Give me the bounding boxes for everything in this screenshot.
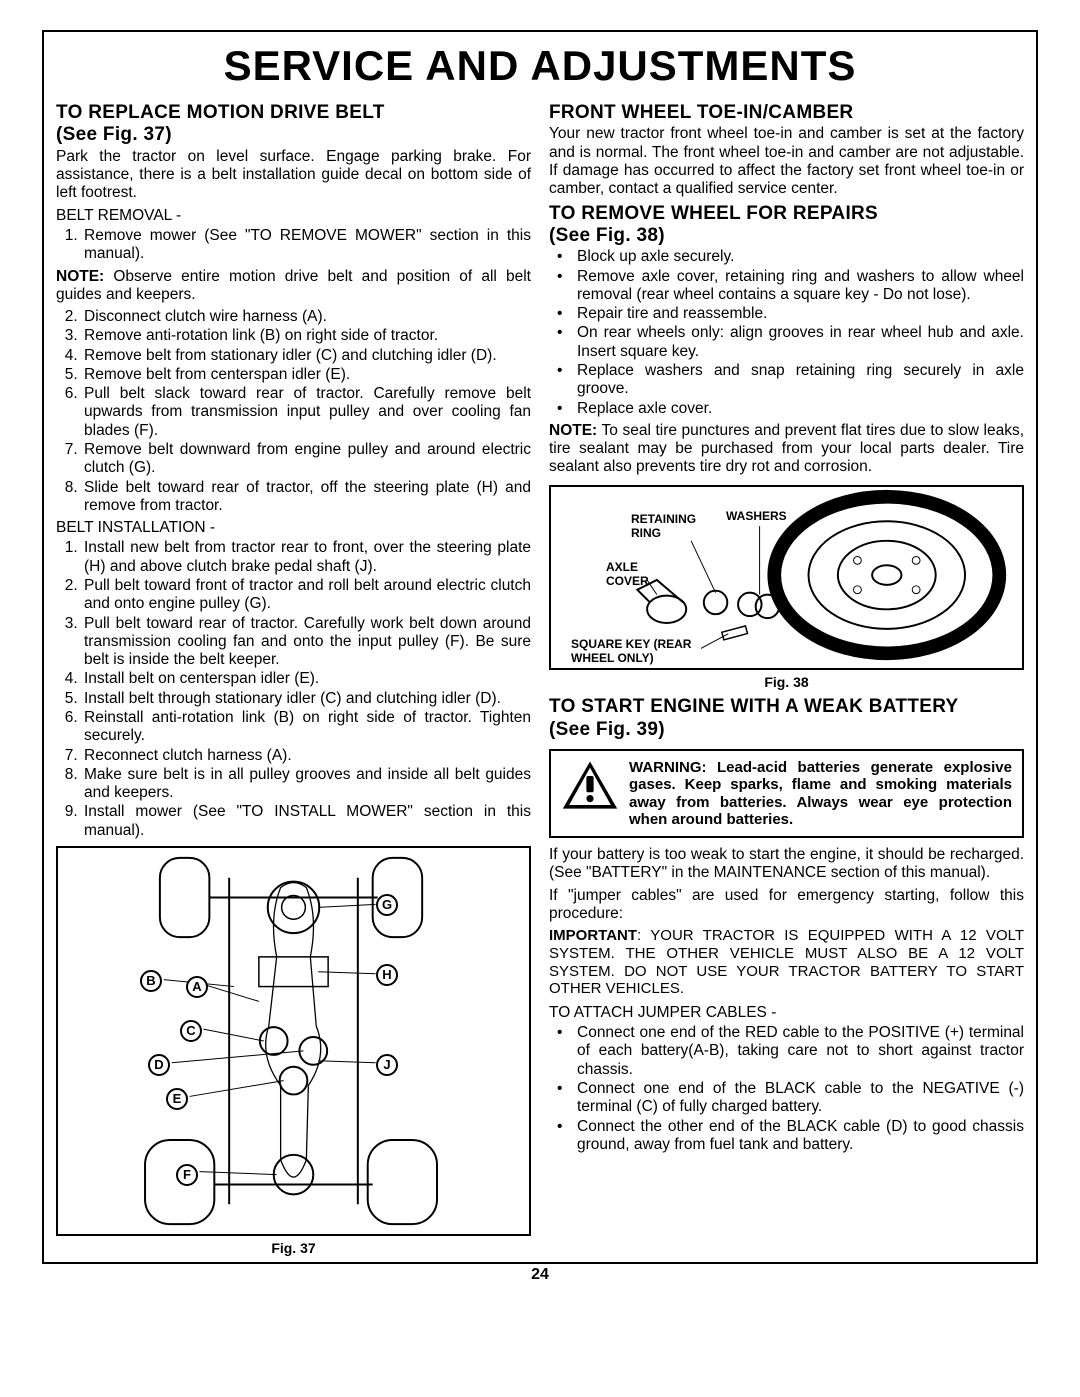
heading-line1: TO REPLACE MOTION DRIVE BELT [56, 102, 385, 123]
belt-removal-title: BELT REMOVAL - [56, 207, 531, 225]
callout-g: G [376, 894, 398, 916]
heading-line2: (See Fig. 38) [549, 225, 1024, 247]
left-column: TO REPLACE MOTION DRIVE BELT (See Fig. 3… [56, 100, 531, 1256]
figure-38: RETAINING RING WASHERS AXLE COVER SQUARE… [549, 485, 1024, 670]
belt-removal-list-b: Disconnect clutch wire harness (A). Remo… [56, 308, 531, 515]
list-item: Reinstall anti-rotation link (B) on righ… [82, 709, 531, 746]
heading-line1: TO REMOVE WHEEL FOR REPAIRS [549, 203, 878, 224]
callout-j: J [376, 1054, 398, 1076]
callout-b: B [140, 970, 162, 992]
page-border: SERVICE AND ADJUSTMENTS TO REPLACE MOTIO… [42, 30, 1038, 1264]
callout-h: H [376, 964, 398, 986]
battery-p1: If your battery is too weak to start the… [549, 846, 1024, 883]
list-item: Install belt through stationary idler (C… [82, 690, 531, 708]
toein-body: Your new tractor front wheel toe-in and … [549, 125, 1024, 198]
list-item: Remove belt from centerspan idler (E). [82, 366, 531, 384]
list-item: Remove anti-rotation link (B) on right s… [82, 327, 531, 345]
list-item: Slide belt toward rear of tractor, off t… [82, 479, 531, 516]
belt-removal-list-a: Remove mower (See "TO REMOVE MOWER" sect… [56, 227, 531, 264]
section-heading-belt: TO REPLACE MOTION DRIVE BELT (See Fig. 3… [56, 102, 531, 147]
list-item: Connect one end of the RED cable to the … [575, 1024, 1024, 1079]
battery-important: IMPORTANT: YOUR TRACTOR IS EQUIPPED WITH… [549, 927, 1024, 998]
figure-37-caption: Fig. 37 [56, 1240, 531, 1257]
callout-f: F [176, 1164, 198, 1186]
list-item: Install new belt from tractor rear to fr… [82, 539, 531, 576]
figure-37: G B A H C D J E F [56, 846, 531, 1236]
list-item: Pull belt toward rear of tractor. Carefu… [82, 615, 531, 670]
list-item: Replace axle cover. [575, 400, 1024, 418]
figure-37-diagram [58, 848, 529, 1234]
label-retaining: RETAINING RING [631, 512, 696, 540]
list-item: Remove axle cover, retaining ring and wa… [575, 268, 1024, 305]
two-column-layout: TO REPLACE MOTION DRIVE BELT (See Fig. 3… [44, 100, 1036, 1262]
list-item: Make sure belt is in all pulley grooves … [82, 766, 531, 803]
belt-install-list: Install new belt from tractor rear to fr… [56, 539, 531, 840]
list-item: Reconnect clutch harness (A). [82, 747, 531, 765]
belt-install-title: BELT INSTALLATION - [56, 519, 531, 537]
belt-removal-note: NOTE: Observe entire motion drive belt a… [56, 268, 531, 305]
list-item: Install mower (See "TO INSTALL MOWER" se… [82, 803, 531, 840]
list-item: Pull belt slack toward rear of tractor. … [82, 385, 531, 440]
list-item: Replace washers and snap retaining ring … [575, 362, 1024, 399]
belt-intro: Park the tractor on level surface. Engag… [56, 148, 531, 203]
label-square: SQUARE KEY (REAR WHEEL ONLY) [571, 637, 691, 665]
list-item: Block up axle securely. [575, 248, 1024, 266]
heading-line2: (See Fig. 37) [56, 124, 531, 146]
callout-a: A [186, 976, 208, 998]
warning-triangle-icon [561, 759, 619, 816]
attach-title: TO ATTACH JUMPER CABLES - [549, 1004, 1024, 1022]
list-item: Remove mower (See "TO REMOVE MOWER" sect… [82, 227, 531, 264]
callout-d: D [148, 1054, 170, 1076]
page: SERVICE AND ADJUSTMENTS TO REPLACE MOTIO… [0, 0, 1080, 1304]
wheel-note: NOTE: To seal tire punctures and prevent… [549, 422, 1024, 477]
heading-line2: (See Fig. 39) [549, 719, 1024, 741]
section-heading-toein: FRONT WHEEL TOE-IN/CAMBER [549, 102, 1024, 124]
right-column: FRONT WHEEL TOE-IN/CAMBER Your new tract… [549, 100, 1024, 1256]
label-washers: WASHERS [726, 509, 787, 523]
list-item: Remove belt downward from engine pulley … [82, 441, 531, 478]
list-item: Repair tire and reassemble. [575, 305, 1024, 323]
section-heading-battery: TO START ENGINE WITH A WEAK BATTERY (See… [549, 696, 1024, 741]
wheel-bullets: Block up axle securely. Remove axle cove… [549, 248, 1024, 418]
list-item: Pull belt toward front of tractor and ro… [82, 577, 531, 614]
section-heading-wheel: TO REMOVE WHEEL FOR REPAIRS (See Fig. 38… [549, 203, 1024, 248]
warning-text: WARNING: Lead-acid batteries gen­erate e… [629, 759, 1012, 828]
main-title: SERVICE AND ADJUSTMENTS [44, 42, 1036, 90]
page-number: 24 [42, 1266, 1038, 1284]
label-axle: AXLE COVER [606, 560, 649, 588]
figure-38-caption: Fig. 38 [549, 674, 1024, 691]
list-item: Connect one end of the BLACK cable to th… [575, 1080, 1024, 1117]
list-item: On rear wheels only: align grooves in re… [575, 324, 1024, 361]
list-item: Disconnect clutch wire harness (A). [82, 308, 531, 326]
list-item: Remove belt from stationary idler (C) an… [82, 347, 531, 365]
attach-bullets: Connect one end of the RED cable to the … [549, 1024, 1024, 1154]
battery-p2: If "jumper cables" are used for emergenc… [549, 887, 1024, 924]
warning-box: WARNING: Lead-acid batteries gen­erate e… [549, 749, 1024, 838]
heading-line1: TO START ENGINE WITH A WEAK BATTERY [549, 696, 958, 717]
callout-e: E [166, 1088, 188, 1110]
list-item: Connect the other end of the BLACK cable… [575, 1118, 1024, 1155]
list-item: Install belt on centerspan idler (E). [82, 670, 531, 688]
callout-c: C [180, 1020, 202, 1042]
